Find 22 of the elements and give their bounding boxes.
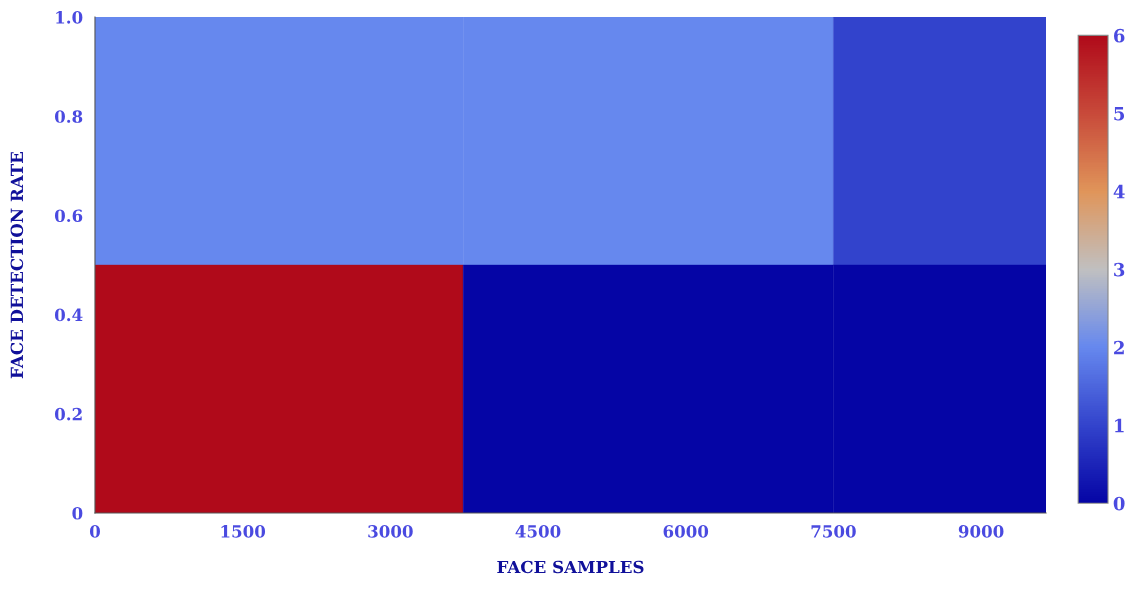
x-tick-label: 7500 [811,525,856,538]
color-bar-label: 1 [1115,418,1124,433]
x-tick-label: 4500 [515,525,561,538]
x-tick-label: 0 [89,525,100,538]
color-bar-label: 3 [1114,262,1125,277]
x-tick-label: 1500 [221,525,266,538]
y-axis-title: FACE DETECTION RATE [10,152,24,379]
x-tick-label: 6000 [663,525,709,538]
y-tick-label: 0.8 [54,110,83,123]
y-tick-label: 1.0 [56,11,83,24]
color-bar-label: 2 [1114,340,1124,355]
x-tick-label: 9000 [958,525,1004,538]
x-tick-label: 3000 [368,525,413,538]
color-bar-label: 5 [1114,107,1125,121]
color-bar-label: 4 [1113,184,1125,199]
y-tick-label: 0.2 [54,407,82,421]
y-tick-label: 0 [72,506,83,520]
y-tick-label: 0.6 [54,209,83,223]
x-axis-title: FACE SAMPLES [497,560,644,574]
y-tick-label: 0.4 [54,308,83,322]
color-bar-label: 6 [1114,28,1125,43]
color-bar-label: 0 [1113,496,1125,511]
